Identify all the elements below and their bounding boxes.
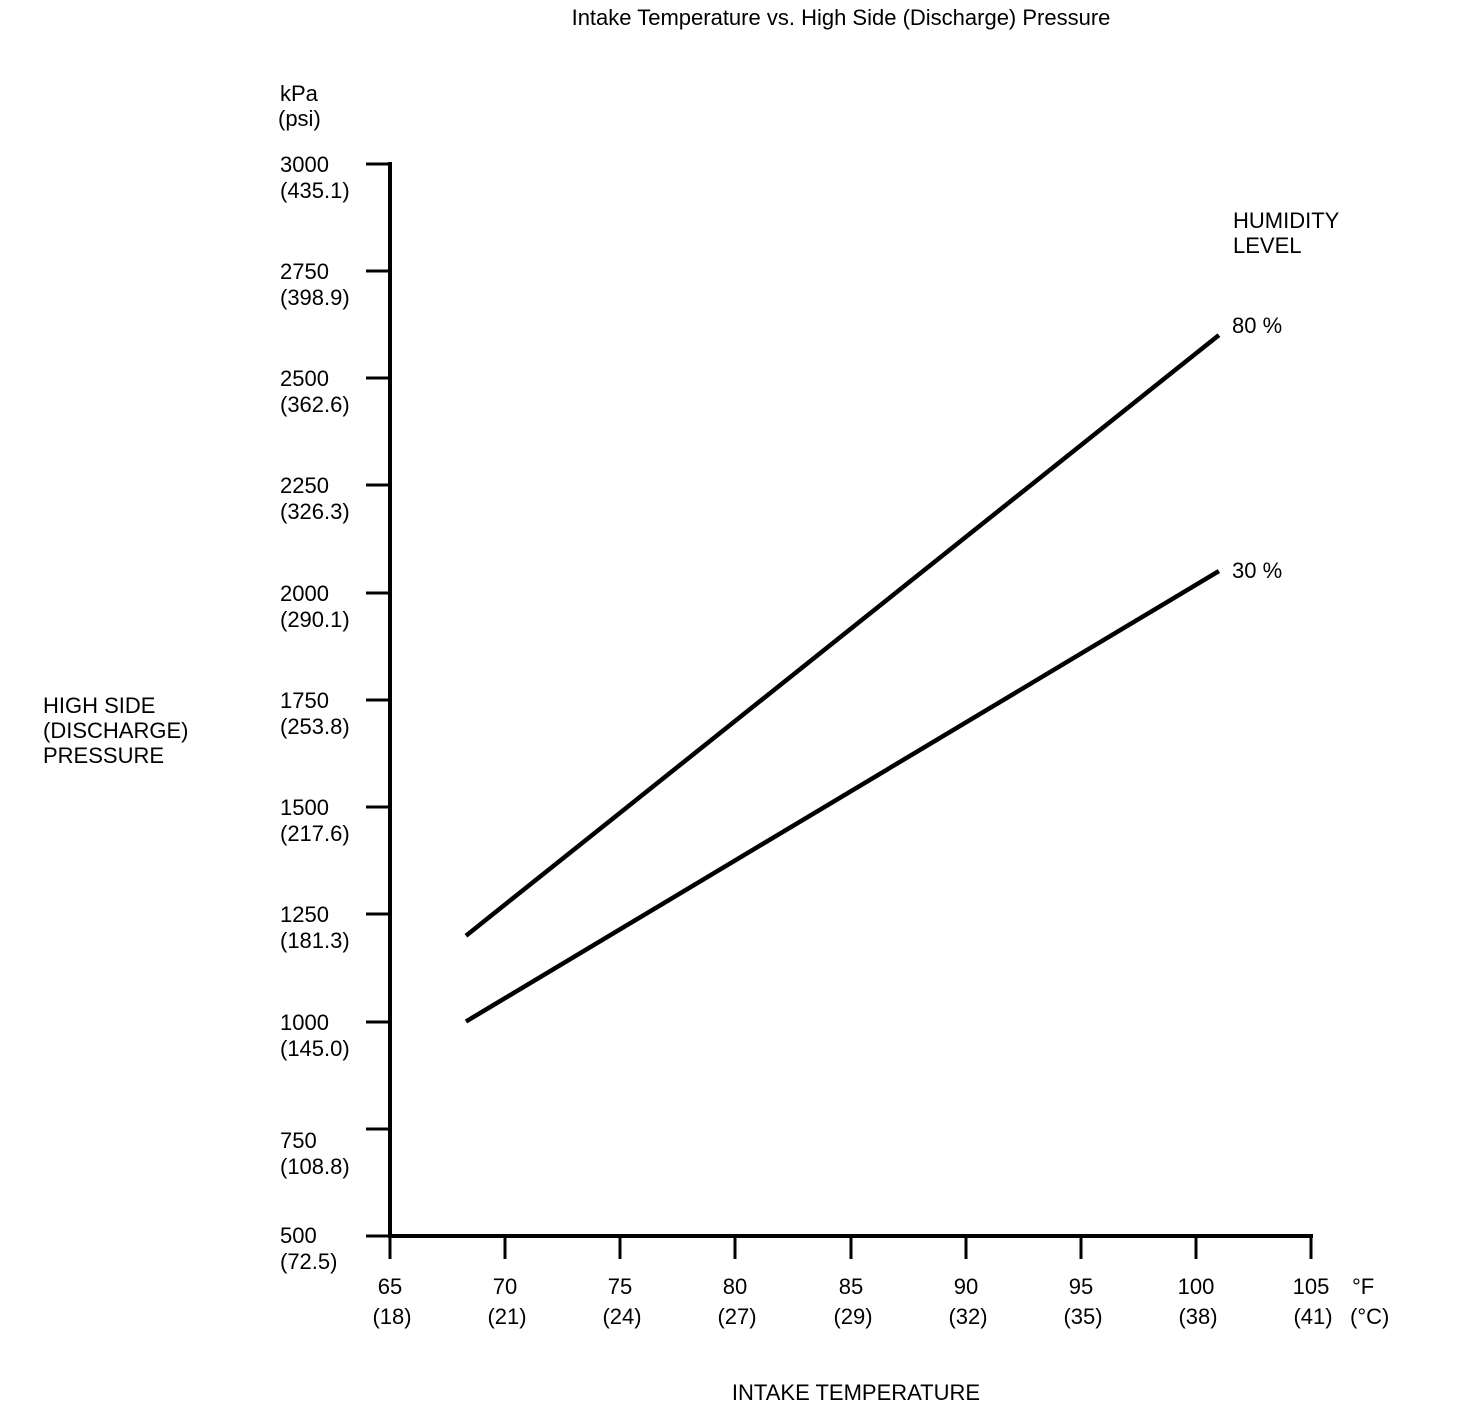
x-tick-label-c: (29) bbox=[833, 1304, 872, 1329]
y-tick-label-psi: (72.5) bbox=[280, 1249, 337, 1274]
y-axis-unit-psi: (psi) bbox=[278, 106, 321, 131]
x-tick-label-f: 75 bbox=[608, 1274, 632, 1299]
y-tick-label-psi: (326.3) bbox=[280, 499, 350, 524]
y-tick-label-kpa: 2750 bbox=[280, 259, 329, 284]
y-tick-label-kpa: 3000 bbox=[280, 152, 329, 177]
y-tick-label-kpa: 1750 bbox=[280, 688, 329, 713]
y-tick-label-psi: (362.6) bbox=[280, 392, 350, 417]
x-tick-label-f: 70 bbox=[493, 1274, 517, 1299]
series-line-30-percent bbox=[464, 569, 1221, 1024]
y-tick-labels: 3000 (435.1) 2750 (398.9) 2500 (362.6) 2… bbox=[280, 152, 350, 1274]
x-axis-title: INTAKE TEMPERATURE bbox=[732, 1380, 980, 1405]
x-tick-label-f: 95 bbox=[1069, 1274, 1093, 1299]
y-tick-label-kpa: 1500 bbox=[280, 795, 329, 820]
y-tick-marks bbox=[366, 162, 391, 1238]
y-axis-units: kPa (psi) bbox=[278, 81, 321, 131]
x-tick-label-c: (21) bbox=[487, 1304, 526, 1329]
x-tick-label-f: 80 bbox=[723, 1274, 747, 1299]
x-tick-label-f: 105 bbox=[1293, 1274, 1330, 1299]
chart-title: Intake Temperature vs. High Side (Discha… bbox=[572, 5, 1111, 30]
y-tick-label-psi: (253.8) bbox=[280, 714, 350, 739]
x-tick-marks bbox=[388, 1236, 1313, 1259]
series-line-80-percent bbox=[464, 333, 1221, 938]
x-tick-label-c: (24) bbox=[602, 1304, 641, 1329]
y-axis-title-line-3: PRESSURE bbox=[43, 743, 164, 768]
x-tick-label-c: (27) bbox=[717, 1304, 756, 1329]
y-axis-unit-kpa: kPa bbox=[280, 81, 319, 106]
x-tick-labels: 65 (18) 70 (21) 75 (24) 80 (27) 85 (29) … bbox=[372, 1274, 1332, 1329]
y-tick-label-kpa: 1250 bbox=[280, 902, 329, 927]
y-tick-label-kpa: 2500 bbox=[280, 366, 329, 391]
x-tick-label-c: (35) bbox=[1063, 1304, 1102, 1329]
x-tick-label-f: 100 bbox=[1178, 1274, 1215, 1299]
y-tick-label-kpa: 1000 bbox=[280, 1010, 329, 1035]
y-tick-label-psi: (398.9) bbox=[280, 285, 350, 310]
y-axis-title: HIGH SIDE (DISCHARGE) PRESSURE bbox=[43, 693, 188, 768]
y-tick-label-psi: (217.6) bbox=[280, 821, 350, 846]
x-tick-label-c: (18) bbox=[372, 1304, 411, 1329]
y-axis-title-line-2: (DISCHARGE) bbox=[43, 718, 188, 743]
x-tick-label-f: 85 bbox=[839, 1274, 863, 1299]
x-tick-label-c: (32) bbox=[948, 1304, 987, 1329]
y-tick-label-psi: (290.1) bbox=[280, 607, 350, 632]
y-tick-label-kpa: 500 bbox=[280, 1223, 317, 1248]
y-tick-label-psi: (108.8) bbox=[280, 1154, 350, 1179]
y-tick-label-kpa: 750 bbox=[280, 1128, 317, 1153]
series-label-30-percent: 30 % bbox=[1232, 558, 1282, 583]
x-axis-unit-f: °F bbox=[1352, 1274, 1374, 1299]
y-axis-title-line-1: HIGH SIDE bbox=[43, 693, 155, 718]
x-axis-unit-c: (°C) bbox=[1350, 1304, 1389, 1329]
y-tick-label-psi: (181.3) bbox=[280, 928, 350, 953]
y-tick-label-psi: (145.0) bbox=[280, 1036, 350, 1061]
y-tick-label-psi: (435.1) bbox=[280, 178, 350, 203]
y-tick-label-kpa: 2250 bbox=[280, 473, 329, 498]
legend: HUMIDITY LEVEL bbox=[1233, 208, 1340, 258]
legend-title-line-1: HUMIDITY bbox=[1233, 208, 1340, 233]
x-tick-label-f: 90 bbox=[954, 1274, 978, 1299]
x-axis-units: °F (°C) bbox=[1350, 1274, 1389, 1329]
x-tick-label-f: 65 bbox=[378, 1274, 402, 1299]
x-tick-label-c: (41) bbox=[1293, 1304, 1332, 1329]
y-tick-label-kpa: 2000 bbox=[280, 581, 329, 606]
x-tick-label-c: (38) bbox=[1178, 1304, 1217, 1329]
legend-title-line-2: LEVEL bbox=[1233, 233, 1302, 258]
series-label-80-percent: 80 % bbox=[1232, 313, 1282, 338]
